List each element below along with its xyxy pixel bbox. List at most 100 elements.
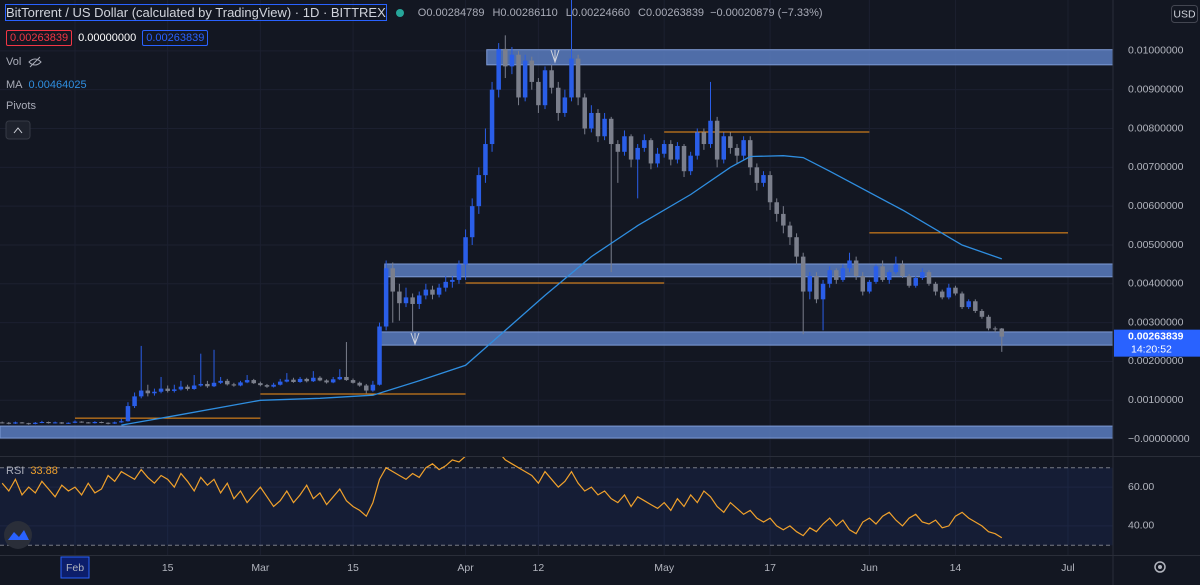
candle-body: [893, 264, 899, 273]
candle-body: [747, 140, 753, 168]
y-tick-label: 0.00300000: [1128, 316, 1184, 328]
x-tick-label: 15: [347, 562, 359, 574]
x-tick-label: Jul: [1061, 562, 1074, 574]
x-tick-label: Jun: [861, 562, 878, 574]
candle-body: [218, 380, 223, 383]
candle-body: [370, 384, 376, 391]
candle-body: [198, 383, 204, 386]
logo[interactable]: [4, 521, 32, 549]
ohlc-key: O: [417, 6, 427, 19]
x-tick-label: Mar: [251, 562, 270, 574]
candle-body: [661, 144, 667, 154]
candle-body: [886, 272, 892, 280]
candle-body: [330, 379, 336, 383]
last-price-tag: [1114, 329, 1200, 357]
x-tick-label: 17: [764, 562, 776, 574]
collapse-button[interactable]: [5, 120, 31, 140]
buy-badge[interactable]: 0.00263839: [142, 30, 209, 46]
ohlc-key: C: [637, 6, 646, 19]
candle-body: [92, 422, 98, 424]
candle-body: [72, 421, 78, 423]
candle-body: [476, 175, 482, 207]
x-tick-label: 12: [533, 562, 545, 574]
candle-body: [390, 268, 396, 292]
symbol-title[interactable]: BitTorrent / US Dollar (calculated by Tr…: [5, 4, 387, 21]
candle-body: [820, 283, 826, 300]
candle-body: [397, 291, 402, 304]
badge-row: 0.00263839 0.00000000 0.00263839: [6, 30, 209, 46]
candle-body: [695, 132, 700, 156]
indicator-label[interactable]: Vol: [6, 56, 22, 68]
candle-body: [26, 423, 31, 425]
candle-body: [529, 60, 535, 82]
candle-body: [774, 202, 779, 214]
candle-body: [608, 118, 614, 145]
sell-badge[interactable]: 0.00263839: [6, 30, 73, 46]
candle-body: [708, 120, 713, 145]
countdown: 14:20:52: [1131, 343, 1172, 355]
candle-body: [357, 382, 362, 386]
candle-body: [628, 136, 634, 160]
candle-body: [728, 136, 733, 148]
candle-body: [986, 316, 991, 329]
y-tick-label: −0.00000000: [1128, 433, 1190, 445]
candle-body: [317, 377, 323, 381]
currency: USD: [1173, 8, 1196, 20]
indicator-label[interactable]: RSI: [6, 465, 25, 477]
candle-body: [483, 144, 488, 176]
candle-body: [906, 276, 912, 286]
currency-box[interactable]: [1171, 5, 1198, 23]
candle-body: [211, 382, 217, 387]
candle-body: [542, 70, 548, 106]
y-tick-label: 0.00700000: [1128, 161, 1184, 173]
settings-icon-center: [1158, 565, 1162, 569]
ohlc-item: O0.00284789: [418, 7, 485, 19]
candle-body: [847, 260, 852, 269]
arrow-marker: [410, 332, 420, 346]
y-tick-label: 0.00400000: [1128, 278, 1184, 290]
candle-body: [39, 422, 45, 424]
candle-body: [291, 379, 296, 383]
candle-body: [867, 281, 872, 292]
candle-body: [814, 276, 819, 300]
rsi-line: [1, 457, 1003, 539]
candle-body: [231, 384, 237, 386]
candle-body: [999, 328, 1005, 337]
candle-body: [19, 422, 25, 424]
indicator-label[interactable]: Pivots: [6, 100, 36, 112]
candle-body: [635, 147, 640, 160]
candle-body: [920, 272, 925, 278]
settings-icon[interactable]: [1154, 561, 1166, 573]
ui-icons: USD: [4, 5, 1198, 573]
candle-body: [436, 287, 442, 295]
candle-body: [946, 287, 952, 298]
candle-body: [6, 422, 12, 424]
candle-body: [569, 58, 574, 98]
candle-body: [913, 277, 918, 286]
candle-body: [681, 145, 687, 172]
candle-body: [800, 256, 806, 292]
candle-body: [536, 81, 541, 106]
logo-mark: [8, 530, 29, 540]
candle-body: [244, 380, 250, 383]
hidden-icon[interactable]: [27, 56, 43, 68]
indicator-label[interactable]: MA: [6, 79, 23, 91]
x-tick-label: May: [654, 562, 675, 574]
candle-body: [754, 167, 760, 183]
candle-body: [794, 237, 799, 257]
candle-body: [105, 422, 111, 424]
candle-body: [297, 378, 303, 383]
x-tick-label: 15: [162, 562, 174, 574]
zone: [0, 425, 1113, 439]
candle-body: [138, 390, 144, 397]
candle-body: [430, 289, 435, 295]
candle-body: [59, 422, 65, 424]
ohlc-value: 0.00286110: [500, 6, 558, 19]
price-pane: [0, 0, 1113, 439]
ohlc-key: L: [565, 6, 572, 19]
candle-body: [383, 268, 389, 327]
x-tick-highlight: [60, 556, 90, 579]
candle-body: [562, 97, 568, 113]
